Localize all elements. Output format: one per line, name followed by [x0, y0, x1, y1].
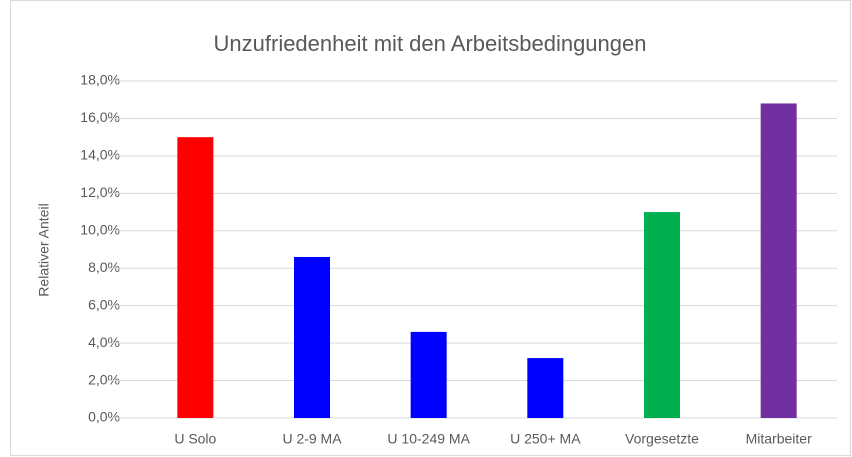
- bar: [644, 212, 680, 418]
- x-tick-label: Mitarbeiter: [746, 431, 812, 447]
- bar: [760, 103, 797, 418]
- bar: [527, 358, 564, 418]
- y-tick-label: 18,0%: [80, 72, 120, 88]
- bar: [177, 137, 214, 418]
- y-tick-label: 16,0%: [80, 109, 120, 125]
- x-tick-label: U 10-249 MA: [387, 431, 470, 447]
- y-tick-label: 14,0%: [80, 147, 120, 163]
- y-tick-label: 4,0%: [88, 334, 120, 350]
- x-tick-label: U 2-9 MA: [282, 431, 342, 447]
- bar: [410, 331, 447, 418]
- bar: [294, 256, 330, 418]
- y-tick-label: 10,0%: [80, 221, 120, 237]
- x-tick-label: Vorgesetzte: [625, 431, 699, 447]
- y-tick-label: 6,0%: [88, 296, 120, 312]
- x-tick-label: U 250+ MA: [510, 431, 581, 447]
- y-tick-label: 12,0%: [80, 184, 120, 200]
- chart-title: Unzufriedenheit mit den Arbeitsbedingung…: [214, 31, 647, 56]
- y-tick-label: 8,0%: [88, 259, 120, 275]
- y-axis-label: Relativer Anteil: [36, 203, 52, 296]
- x-tick-label: U Solo: [174, 431, 216, 447]
- y-tick-label: 2,0%: [88, 371, 120, 387]
- y-tick-label: 0,0%: [88, 409, 120, 425]
